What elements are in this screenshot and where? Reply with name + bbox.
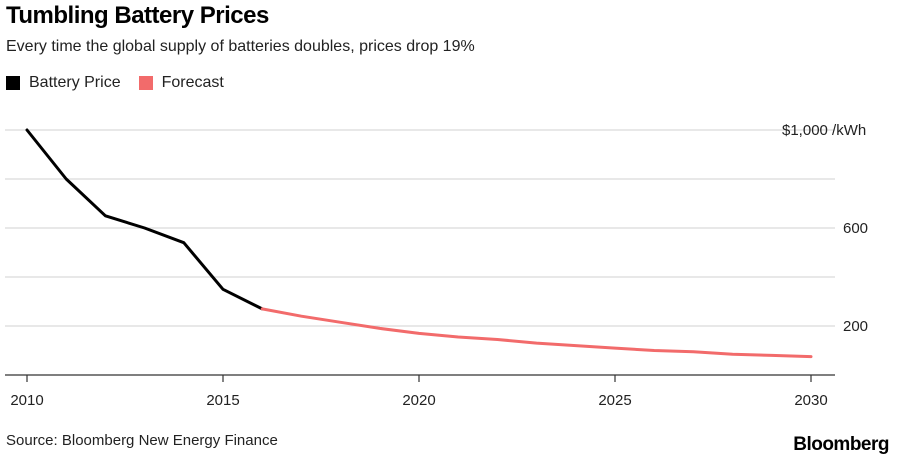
x-tick-label: 2025 (598, 392, 631, 409)
y-tick-label: 600 (843, 220, 868, 237)
legend-swatch-battery-price (6, 76, 20, 90)
series-line-forecast (260, 307, 813, 359)
x-tick-label: 2020 (402, 392, 435, 409)
grid (5, 129, 835, 327)
x-tick-label: 2015 (206, 392, 239, 409)
legend-label-battery-price: Battery Price (29, 74, 121, 91)
y-tick-label: $1,000 /kWh (782, 122, 866, 139)
source-note: Source: Bloomberg New Energy Finance (6, 432, 278, 449)
axes: $1,000 /kWh 600 200 2010 2015 2020 2025 2030 (5, 122, 868, 409)
legend-item-forecast: Forecast (138, 74, 224, 92)
chart-title: Tumbling Battery Prices (6, 2, 269, 29)
series-line-battery-price (25, 128, 264, 311)
x-tick-label: 2010 (10, 392, 43, 409)
legend-swatch-forecast (138, 76, 153, 90)
legend-item-battery-price: Battery Price (6, 74, 121, 92)
legend-label-forecast: Forecast (161, 74, 224, 91)
y-tick-label: 200 (843, 318, 868, 335)
x-tick-label: 2030 (794, 392, 827, 409)
legend: Battery Price Forecast (6, 74, 242, 92)
bloomberg-logo: Bloomberg (793, 434, 889, 455)
series-lines (25, 128, 813, 359)
chart-subtitle: Every time the global supply of batterie… (6, 38, 475, 55)
